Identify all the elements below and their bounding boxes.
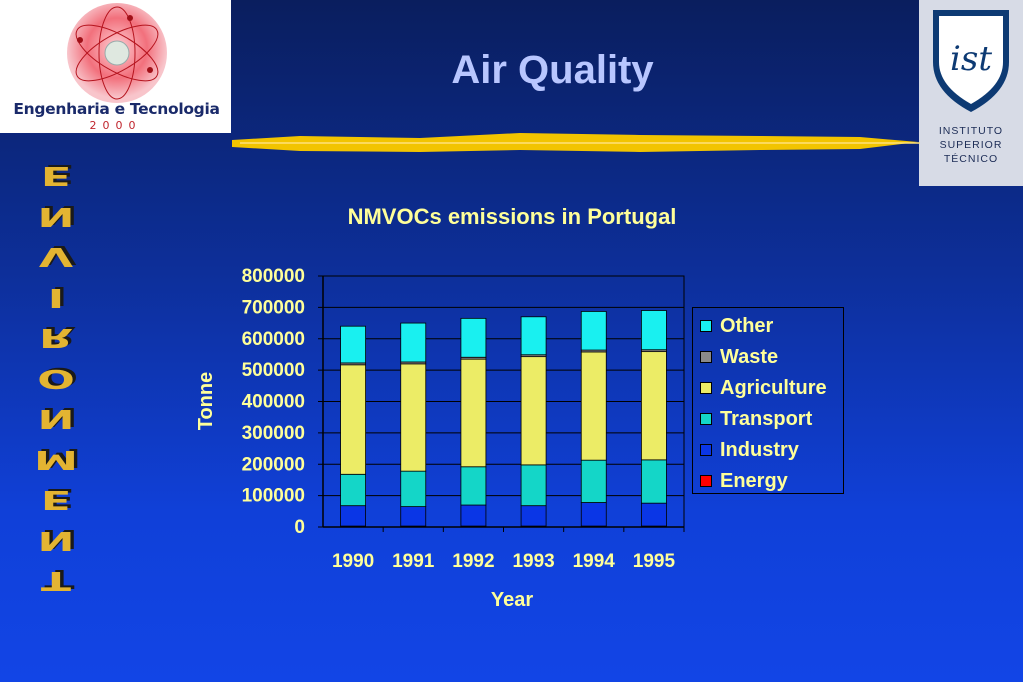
legend-swatch [700, 444, 712, 456]
legend-item: Industry [700, 437, 845, 463]
legend-label: Agriculture [720, 377, 827, 399]
x-tick-label: 1995 [633, 551, 676, 572]
legend-label: Other [720, 315, 774, 337]
x-tick-label: 1991 [392, 551, 435, 572]
bar-segment [520, 464, 547, 507]
legend-item: Waste [700, 344, 845, 370]
y-tick-label: 200000 [242, 454, 305, 475]
y-tick-label: 700000 [242, 297, 305, 318]
x-tick-label: 1994 [573, 551, 616, 572]
y-tick-label: 400000 [242, 392, 305, 413]
chart-legend: Other Waste Agriculture Transport Industry En… [692, 307, 844, 494]
bar-segment [400, 322, 427, 363]
atom-logo-icon [67, 3, 167, 103]
legend-label: Transport [720, 408, 813, 430]
y-axis-label: Tonne [195, 372, 217, 431]
bar-segment [641, 310, 667, 351]
axes [318, 275, 685, 532]
legend-label: Industry [720, 439, 799, 461]
bar-segment [340, 325, 366, 364]
legend-item: Other [700, 313, 845, 339]
legend-swatch [700, 320, 712, 332]
legend-item: Energy [700, 468, 845, 494]
bar-segment [460, 317, 487, 358]
bar-segment [641, 351, 667, 461]
legend-swatch [700, 475, 712, 487]
legend-swatch [700, 413, 712, 425]
logo-engenharia-tecnologia: Engenharia e Tecnologia 2000 [0, 0, 231, 133]
bar-segment [520, 356, 547, 466]
legend-swatch [700, 351, 712, 363]
x-tick-label: 1990 [332, 551, 374, 572]
bar-segment [460, 358, 487, 468]
bar-segment [580, 502, 607, 527]
institution-name: INSTITUTO SUPERIOR TÉCNICO [919, 124, 1023, 166]
y-tick-label: 0 [294, 517, 305, 538]
x-tick-label: 1992 [452, 551, 494, 572]
institution-line-1: INSTITUTO [938, 125, 1004, 137]
y-tick-label: 300000 [242, 423, 305, 444]
legend-item: Agriculture [700, 375, 845, 401]
legend-label: Waste [720, 346, 779, 368]
x-tick-labels: 1990 1991 1992 1993 1994 1995 [332, 551, 676, 572]
institution-line-2: SUPERIOR [939, 139, 1003, 151]
legend-item: Transport [700, 406, 845, 432]
ist-shield-icon: ist [933, 10, 1009, 112]
slide-title: Air Quality [451, 48, 654, 92]
bar-segment [641, 459, 667, 504]
bar-segment [400, 470, 427, 508]
bar-segment [641, 502, 667, 527]
gridlines [323, 275, 684, 497]
legend-swatch [700, 382, 712, 394]
y-tick-label: 500000 [242, 360, 305, 381]
chart-title: NMVOCs emissions in Portugal [348, 204, 677, 229]
y-tick-label: 100000 [242, 486, 305, 507]
logo-ist: ist INSTITUTO SUPERIOR TÉCNICO [919, 0, 1023, 186]
x-tick-label: 1993 [512, 551, 554, 572]
bar-segment [460, 504, 487, 527]
bar-segment [340, 505, 366, 527]
bar-segment [340, 364, 366, 475]
accent-brush-stroke [232, 133, 920, 152]
svg-text:ist: ist [950, 39, 992, 79]
y-tick-labels: 800000 700000 600000 500000 400000 300000 2000… [242, 266, 305, 538]
x-axis-label: Year [491, 589, 533, 611]
bar-segment [340, 473, 366, 507]
bar-segment [580, 311, 607, 351]
y-tick-label: 600000 [242, 329, 305, 350]
bar-segment [580, 459, 607, 503]
org-name: Engenharia e Tecnologia [13, 100, 220, 118]
bar-segment [400, 506, 427, 527]
org-year: 2000 [89, 119, 142, 132]
bar-segment [580, 351, 607, 461]
bar-segment [400, 363, 427, 472]
bar-segment [520, 505, 547, 527]
bar-segment [520, 316, 547, 356]
institution-line-3: TÉCNICO [943, 153, 999, 165]
y-tick-label: 800000 [242, 266, 305, 287]
legend-label: Energy [720, 470, 788, 492]
bar-segment [460, 466, 487, 506]
bars [340, 310, 667, 528]
